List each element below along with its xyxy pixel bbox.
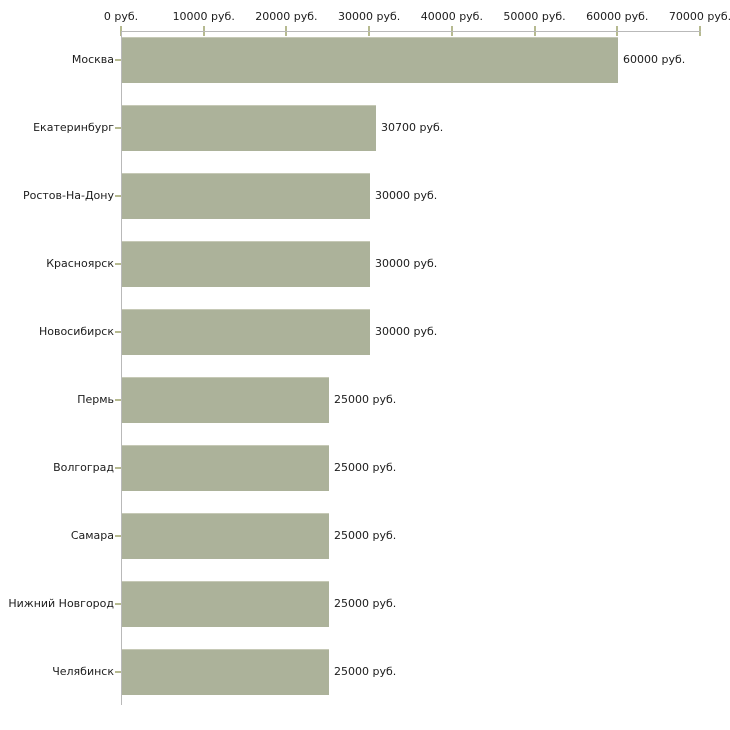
row-tick-mark <box>115 535 121 537</box>
row-tick-mark <box>115 127 121 129</box>
bar <box>122 649 329 695</box>
category-label: Волгоград <box>53 461 114 474</box>
category-label: Новосибирск <box>38 325 114 338</box>
row-tick-mark <box>115 195 121 197</box>
bar <box>122 377 329 423</box>
row-tick-mark <box>115 671 121 673</box>
x-tick-label: 30000 руб. <box>338 10 401 23</box>
value-label: 25000 руб. <box>334 529 397 542</box>
row-tick-mark <box>115 467 121 469</box>
x-tick-label: 10000 руб. <box>172 10 235 23</box>
x-axis-line <box>121 31 701 32</box>
row-tick-mark <box>115 263 121 265</box>
x-tick-label: 0 руб. <box>103 10 139 23</box>
value-label: 25000 руб. <box>334 393 397 406</box>
category-label: Самара <box>70 529 114 542</box>
bar <box>122 445 329 491</box>
row-tick-mark <box>115 331 121 333</box>
value-label: 60000 руб. <box>623 53 686 66</box>
bar <box>122 581 329 627</box>
value-label: 30000 руб. <box>375 325 438 338</box>
y-axis-line <box>121 31 122 705</box>
x-tick-label: 20000 руб. <box>255 10 318 23</box>
x-tick-label: 40000 руб. <box>420 10 483 23</box>
row-tick-mark <box>115 59 121 61</box>
value-label: 30000 руб. <box>375 189 438 202</box>
category-label: Челябинск <box>52 665 114 678</box>
x-tick-label: 70000 руб. <box>668 10 730 23</box>
bar <box>122 241 370 287</box>
x-tick-label: 60000 руб. <box>586 10 649 23</box>
category-label: Екатеринбург <box>33 121 114 134</box>
value-label: 30000 руб. <box>375 257 438 270</box>
x-tick-label: 50000 руб. <box>503 10 566 23</box>
category-label: Красноярск <box>46 257 114 270</box>
value-label: 25000 руб. <box>334 665 397 678</box>
row-tick-mark <box>115 399 121 401</box>
value-label: 30700 руб. <box>381 121 444 134</box>
category-label: Пермь <box>77 393 114 406</box>
bar <box>122 309 370 355</box>
category-label: Ростов-На-Дону <box>22 189 114 202</box>
bar <box>122 173 370 219</box>
bar <box>122 105 376 151</box>
category-label: Нижний Новгород <box>8 597 114 610</box>
value-label: 25000 руб. <box>334 461 397 474</box>
bar <box>122 513 329 559</box>
value-label: 25000 руб. <box>334 597 397 610</box>
bar <box>122 37 618 83</box>
row-tick-mark <box>115 603 121 605</box>
category-label: Москва <box>71 53 114 66</box>
